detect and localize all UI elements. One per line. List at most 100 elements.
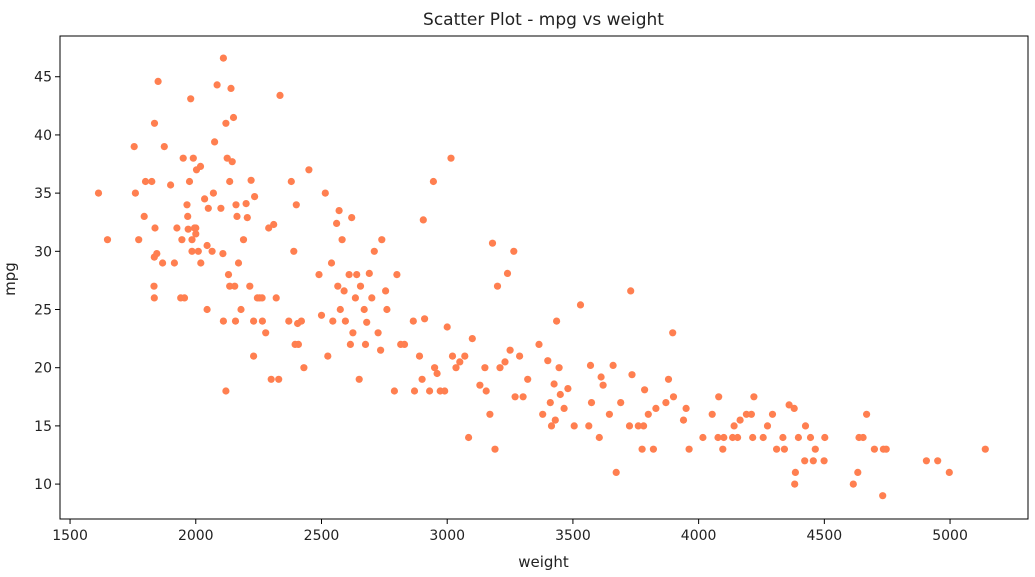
- scatter-point-55: [226, 282, 234, 290]
- scatter-point-3: [131, 189, 139, 197]
- scatter-point-135: [419, 216, 427, 224]
- scatter-point-224: [768, 410, 777, 418]
- scatter-point-36: [194, 247, 202, 255]
- scatter-point-215: [730, 422, 738, 430]
- scatter-point-39: [201, 195, 209, 203]
- scatter-point-11: [150, 119, 159, 127]
- scatter-point-104: [336, 305, 344, 314]
- scatter-point-115: [356, 282, 365, 290]
- scatter-point-49: [219, 317, 227, 325]
- scatter-point-251: [945, 468, 953, 476]
- scatter-point-130: [400, 340, 409, 348]
- scatter-point-148: [461, 352, 469, 360]
- scatter-point-33: [192, 224, 200, 232]
- scatter-point-147: [456, 358, 464, 366]
- chart-title: Scatter Plot - mpg vs weight: [423, 10, 664, 30]
- x-tick-label-6: 4500: [807, 528, 843, 544]
- scatter-point-67: [242, 200, 250, 208]
- scatter-point-211: [715, 393, 723, 401]
- scatter-point-134: [418, 375, 426, 383]
- x-tick-label-2: 2500: [304, 528, 340, 544]
- scatter-point-103: [335, 207, 343, 215]
- scatter-point-187: [605, 410, 614, 418]
- scatter-point-171: [547, 422, 556, 430]
- scatter-point-225: [773, 445, 781, 453]
- scatter-point-107: [341, 317, 349, 325]
- scatter-point-250: [934, 457, 942, 465]
- scatter-point-212: [719, 445, 727, 453]
- scatter-point-181: [585, 422, 593, 430]
- scatter-point-125: [382, 287, 390, 295]
- scatter-point-117: [361, 340, 370, 348]
- scatter-point-97: [321, 189, 329, 197]
- scatter-point-210: [714, 433, 722, 442]
- scatter-point-45: [211, 138, 219, 146]
- scatter-point-89: [292, 201, 300, 209]
- scatter-point-56: [226, 177, 234, 186]
- scatter-point-248: [882, 445, 890, 453]
- scatter-point-176: [556, 390, 564, 399]
- scatter-point-46: [213, 81, 221, 89]
- scatter-point-26: [184, 225, 192, 233]
- scatter-point-220: [749, 433, 757, 442]
- data-points: [94, 54, 989, 500]
- scatter-point-193: [628, 371, 636, 379]
- scatter-point-47: [217, 204, 225, 212]
- scatter-point-100: [329, 317, 337, 325]
- scatter-point-128: [393, 271, 401, 279]
- scatter-point-221: [750, 393, 758, 401]
- scatter-point-202: [664, 375, 673, 383]
- scatter-point-199: [649, 445, 658, 453]
- scatter-point-144: [447, 154, 455, 162]
- scatter-point-80: [267, 375, 275, 383]
- scatter-point-166: [524, 375, 532, 383]
- scatter-point-66: [239, 236, 248, 244]
- scatter-point-138: [429, 177, 437, 186]
- scatter-point-121: [370, 247, 378, 255]
- scatter-point-48: [219, 250, 227, 258]
- scatter-point-78: [262, 329, 270, 337]
- scatter-point-28: [187, 95, 195, 103]
- scatter-point-235: [806, 433, 815, 442]
- scatter-point-153: [482, 387, 490, 395]
- scatter-point-155: [488, 239, 497, 247]
- scatter-point-2: [130, 143, 138, 151]
- scatter-point-69: [246, 282, 254, 290]
- scatter-point-143: [443, 323, 451, 331]
- scatter-point-44: [209, 189, 217, 197]
- scatter-point-227: [780, 445, 789, 453]
- scatter-point-152: [481, 364, 489, 372]
- x-tick-label-4: 3500: [555, 528, 591, 544]
- scatter-point-6: [141, 177, 150, 186]
- scatter-point-149: [465, 433, 473, 442]
- scatter-point-236: [809, 457, 817, 465]
- x-tick-label-3: 3000: [429, 528, 465, 544]
- scatter-point-7: [148, 177, 156, 186]
- scatter-point-203: [669, 329, 677, 337]
- scatter-point-159: [501, 358, 509, 366]
- scatter-point-127: [390, 387, 398, 395]
- y-tick-label-3: 25: [34, 303, 52, 319]
- scatter-point-209: [708, 410, 716, 418]
- scatter-point-62: [232, 201, 240, 209]
- scatter-point-216: [734, 433, 742, 442]
- scatter-point-218: [742, 410, 751, 418]
- scatter-point-14: [154, 77, 162, 85]
- scatter-point-229: [790, 404, 798, 412]
- scatter-point-185: [597, 373, 605, 381]
- scatter-point-192: [627, 287, 635, 295]
- scatter-point-219: [747, 410, 756, 418]
- scatter-point-34: [192, 230, 200, 238]
- scatter-point-96: [317, 311, 326, 319]
- scatter-point-114: [355, 375, 363, 383]
- scatter-point-102: [334, 282, 342, 290]
- scatter-point-139: [431, 364, 439, 372]
- scatter-point-226: [779, 433, 787, 442]
- scatter-point-101: [333, 219, 341, 227]
- scatter-point-86: [287, 177, 295, 186]
- scatter-point-151: [476, 381, 484, 389]
- plot-frame: [59, 35, 1029, 520]
- scatter-point-70: [247, 176, 255, 184]
- scatter-point-19: [173, 224, 181, 232]
- scatter-point-243: [859, 433, 867, 442]
